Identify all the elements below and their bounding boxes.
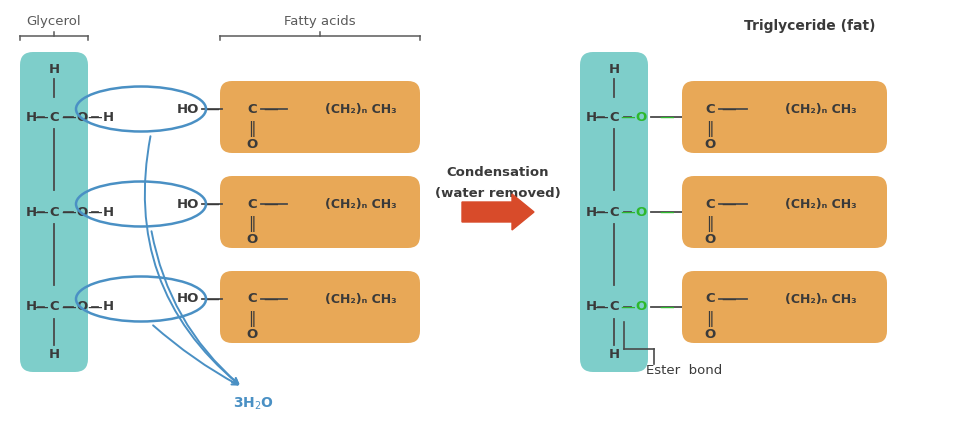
FancyBboxPatch shape — [682, 81, 887, 153]
Text: C: C — [610, 111, 619, 124]
FancyBboxPatch shape — [20, 52, 88, 372]
Text: —: — — [34, 109, 48, 124]
Text: C: C — [49, 111, 59, 124]
Text: H: H — [586, 300, 597, 314]
Text: O: O — [636, 206, 646, 219]
Text: —: — — [620, 109, 635, 124]
FancyBboxPatch shape — [580, 52, 648, 372]
Text: (CH₂)ₙ CH₃: (CH₂)ₙ CH₃ — [785, 292, 857, 306]
Text: O: O — [704, 327, 716, 341]
Text: —: — — [722, 102, 736, 116]
Text: H: H — [48, 349, 59, 362]
Text: —: — — [204, 102, 219, 116]
Text: C: C — [247, 103, 257, 116]
Text: O: O — [246, 138, 258, 151]
Text: —: — — [594, 300, 609, 314]
Text: —: — — [594, 109, 609, 124]
Text: Ester  bond: Ester bond — [646, 365, 722, 378]
Text: Condensation: Condensation — [447, 165, 549, 179]
Text: —: — — [264, 292, 278, 306]
Text: —: — — [34, 300, 48, 314]
Text: (CH₂)ₙ CH₃: (CH₂)ₙ CH₃ — [325, 292, 396, 306]
Text: C: C — [705, 292, 715, 306]
Text: (CH₂)ₙ CH₃: (CH₂)ₙ CH₃ — [325, 103, 396, 116]
FancyBboxPatch shape — [682, 271, 887, 343]
Text: H: H — [586, 111, 597, 124]
Text: H: H — [103, 206, 113, 219]
Text: H: H — [103, 111, 113, 124]
Text: C: C — [705, 103, 715, 116]
Text: H: H — [26, 111, 37, 124]
FancyBboxPatch shape — [220, 81, 420, 153]
Text: H: H — [609, 62, 619, 76]
Text: C: C — [705, 197, 715, 211]
Text: —: — — [620, 300, 635, 314]
Text: —: — — [61, 300, 76, 314]
Text: Triglyceride (fat): Triglyceride (fat) — [744, 19, 876, 33]
FancyArrow shape — [462, 194, 534, 230]
Text: —: — — [87, 109, 103, 124]
FancyBboxPatch shape — [220, 176, 420, 248]
Text: —: — — [61, 109, 76, 124]
Text: ‖: ‖ — [248, 121, 256, 137]
Text: ‖: ‖ — [248, 216, 256, 232]
Text: C: C — [610, 206, 619, 219]
Text: O: O — [636, 111, 646, 124]
Text: ‖: ‖ — [706, 121, 714, 137]
Text: HO: HO — [176, 197, 200, 211]
Text: C: C — [610, 300, 619, 314]
Text: H: H — [26, 206, 37, 219]
Text: Fatty acids: Fatty acids — [284, 15, 356, 28]
Text: H: H — [103, 300, 113, 314]
Text: ‖: ‖ — [706, 311, 714, 327]
Text: ‖: ‖ — [706, 216, 714, 232]
Text: —: — — [722, 197, 736, 211]
Text: 3H$_2$O: 3H$_2$O — [234, 396, 274, 412]
Text: H: H — [586, 206, 597, 219]
Text: —: — — [594, 205, 609, 219]
FancyBboxPatch shape — [220, 271, 420, 343]
Text: —: — — [659, 205, 673, 219]
Text: H: H — [609, 349, 619, 362]
Text: H: H — [48, 62, 59, 76]
Text: O: O — [77, 111, 87, 124]
Text: (water removed): (water removed) — [435, 187, 561, 200]
Text: C: C — [247, 292, 257, 306]
Text: —: — — [659, 109, 673, 124]
Text: (CH₂)ₙ CH₃: (CH₂)ₙ CH₃ — [785, 197, 857, 211]
Text: O: O — [246, 233, 258, 246]
Text: (CH₂)ₙ CH₃: (CH₂)ₙ CH₃ — [325, 197, 396, 211]
Text: Glycerol: Glycerol — [27, 15, 81, 28]
Text: —: — — [34, 205, 48, 219]
Text: O: O — [636, 300, 646, 314]
Text: C: C — [49, 300, 59, 314]
Text: —: — — [264, 102, 278, 116]
Text: —: — — [722, 292, 736, 306]
Text: O: O — [77, 300, 87, 314]
Text: —: — — [264, 197, 278, 211]
Text: C: C — [49, 206, 59, 219]
Text: —: — — [87, 205, 103, 219]
Text: HO: HO — [176, 292, 200, 306]
Text: O: O — [704, 233, 716, 246]
Text: O: O — [246, 327, 258, 341]
Text: HO: HO — [176, 103, 200, 116]
Text: —: — — [61, 205, 76, 219]
Text: —: — — [659, 300, 673, 314]
Text: —: — — [204, 197, 219, 211]
Text: —: — — [620, 205, 635, 219]
Text: ‖: ‖ — [248, 311, 256, 327]
Text: H: H — [26, 300, 37, 314]
Text: —: — — [204, 292, 219, 306]
FancyBboxPatch shape — [682, 176, 887, 248]
Text: C: C — [247, 197, 257, 211]
Text: (CH₂)ₙ CH₃: (CH₂)ₙ CH₃ — [785, 103, 857, 116]
Text: O: O — [704, 138, 716, 151]
Text: —: — — [87, 300, 103, 314]
Text: O: O — [77, 206, 87, 219]
